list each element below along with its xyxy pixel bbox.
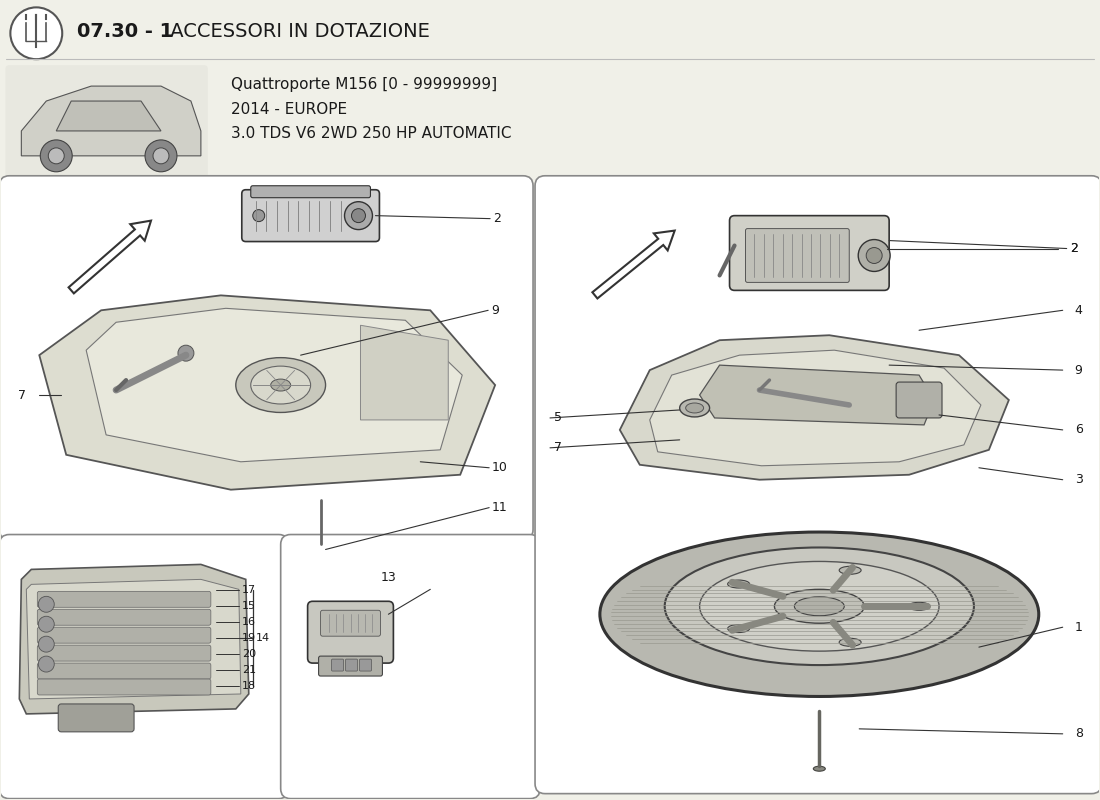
Circle shape bbox=[39, 656, 54, 672]
Ellipse shape bbox=[700, 562, 939, 651]
FancyBboxPatch shape bbox=[345, 659, 358, 671]
FancyBboxPatch shape bbox=[37, 663, 211, 679]
Circle shape bbox=[39, 636, 54, 652]
Text: 2: 2 bbox=[493, 212, 500, 225]
FancyBboxPatch shape bbox=[729, 216, 889, 290]
Ellipse shape bbox=[680, 399, 710, 417]
FancyBboxPatch shape bbox=[251, 186, 371, 198]
Circle shape bbox=[178, 345, 194, 361]
FancyBboxPatch shape bbox=[746, 229, 849, 282]
Ellipse shape bbox=[774, 590, 865, 623]
FancyBboxPatch shape bbox=[37, 645, 211, 661]
Text: 6: 6 bbox=[1075, 423, 1082, 436]
Ellipse shape bbox=[813, 766, 825, 771]
Text: 20: 20 bbox=[242, 649, 256, 659]
Ellipse shape bbox=[794, 597, 845, 616]
Ellipse shape bbox=[727, 625, 749, 633]
FancyBboxPatch shape bbox=[37, 627, 211, 643]
Ellipse shape bbox=[235, 358, 326, 413]
Circle shape bbox=[253, 210, 265, 222]
Text: 15: 15 bbox=[242, 602, 256, 611]
Circle shape bbox=[10, 7, 63, 59]
Text: 3: 3 bbox=[1075, 474, 1082, 486]
Text: 14: 14 bbox=[255, 633, 270, 643]
Text: 10: 10 bbox=[492, 462, 508, 474]
FancyBboxPatch shape bbox=[37, 591, 211, 607]
Text: 1: 1 bbox=[1075, 621, 1082, 634]
Text: 2: 2 bbox=[1069, 242, 1078, 255]
Polygon shape bbox=[21, 86, 201, 156]
Circle shape bbox=[858, 239, 890, 271]
FancyBboxPatch shape bbox=[242, 190, 380, 242]
Ellipse shape bbox=[664, 547, 974, 665]
FancyBboxPatch shape bbox=[535, 176, 1100, 794]
Circle shape bbox=[866, 247, 882, 263]
Polygon shape bbox=[40, 295, 495, 490]
Text: 8: 8 bbox=[1075, 727, 1082, 740]
Polygon shape bbox=[361, 326, 449, 420]
Polygon shape bbox=[20, 565, 249, 714]
Polygon shape bbox=[650, 350, 981, 466]
Text: ACCESSORI IN DOTAZIONE: ACCESSORI IN DOTAZIONE bbox=[164, 22, 430, 41]
Ellipse shape bbox=[685, 403, 704, 413]
Ellipse shape bbox=[909, 602, 929, 610]
Polygon shape bbox=[56, 101, 161, 131]
FancyBboxPatch shape bbox=[58, 704, 134, 732]
Text: 11: 11 bbox=[492, 501, 508, 514]
Text: 9: 9 bbox=[1075, 364, 1082, 377]
Text: Quattroporte M156 [0 - 99999999]: Quattroporte M156 [0 - 99999999] bbox=[231, 77, 497, 92]
Text: 21: 21 bbox=[242, 665, 256, 675]
Polygon shape bbox=[68, 221, 151, 294]
FancyBboxPatch shape bbox=[320, 610, 381, 636]
Text: 4: 4 bbox=[1075, 304, 1082, 317]
FancyBboxPatch shape bbox=[319, 656, 383, 676]
Polygon shape bbox=[619, 335, 1009, 480]
Ellipse shape bbox=[839, 566, 861, 574]
Text: 7: 7 bbox=[554, 442, 562, 454]
FancyBboxPatch shape bbox=[896, 382, 942, 418]
Text: 2: 2 bbox=[1069, 242, 1078, 255]
Text: 3.0 TDS V6 2WD 250 HP AUTOMATIC: 3.0 TDS V6 2WD 250 HP AUTOMATIC bbox=[231, 126, 512, 142]
Polygon shape bbox=[86, 308, 462, 462]
Text: 7: 7 bbox=[19, 389, 26, 402]
FancyBboxPatch shape bbox=[6, 65, 208, 178]
Polygon shape bbox=[593, 230, 674, 298]
Ellipse shape bbox=[251, 366, 310, 404]
Circle shape bbox=[39, 596, 54, 612]
Ellipse shape bbox=[600, 532, 1038, 697]
FancyBboxPatch shape bbox=[37, 679, 211, 695]
Circle shape bbox=[145, 140, 177, 172]
FancyBboxPatch shape bbox=[37, 610, 211, 626]
Text: 17: 17 bbox=[242, 586, 256, 595]
FancyBboxPatch shape bbox=[331, 659, 343, 671]
FancyBboxPatch shape bbox=[360, 659, 372, 671]
Circle shape bbox=[315, 542, 327, 554]
Text: 2014 - EUROPE: 2014 - EUROPE bbox=[231, 102, 346, 117]
Circle shape bbox=[39, 616, 54, 632]
Ellipse shape bbox=[727, 580, 749, 588]
Text: 07.30 - 1: 07.30 - 1 bbox=[77, 22, 174, 41]
Circle shape bbox=[153, 148, 169, 164]
Text: 18: 18 bbox=[242, 681, 256, 691]
Text: 5: 5 bbox=[554, 411, 562, 425]
Text: 16: 16 bbox=[242, 618, 256, 627]
FancyBboxPatch shape bbox=[308, 602, 394, 663]
FancyBboxPatch shape bbox=[0, 176, 534, 539]
Text: 19: 19 bbox=[242, 633, 256, 643]
Circle shape bbox=[352, 209, 365, 222]
FancyBboxPatch shape bbox=[0, 534, 288, 798]
FancyBboxPatch shape bbox=[280, 534, 540, 798]
Polygon shape bbox=[700, 365, 934, 425]
Polygon shape bbox=[26, 579, 241, 699]
Circle shape bbox=[48, 148, 64, 164]
Ellipse shape bbox=[271, 379, 290, 391]
Ellipse shape bbox=[839, 638, 861, 646]
Circle shape bbox=[41, 140, 73, 172]
Circle shape bbox=[344, 202, 373, 230]
Text: 9: 9 bbox=[491, 304, 499, 317]
Text: 13: 13 bbox=[381, 571, 396, 584]
